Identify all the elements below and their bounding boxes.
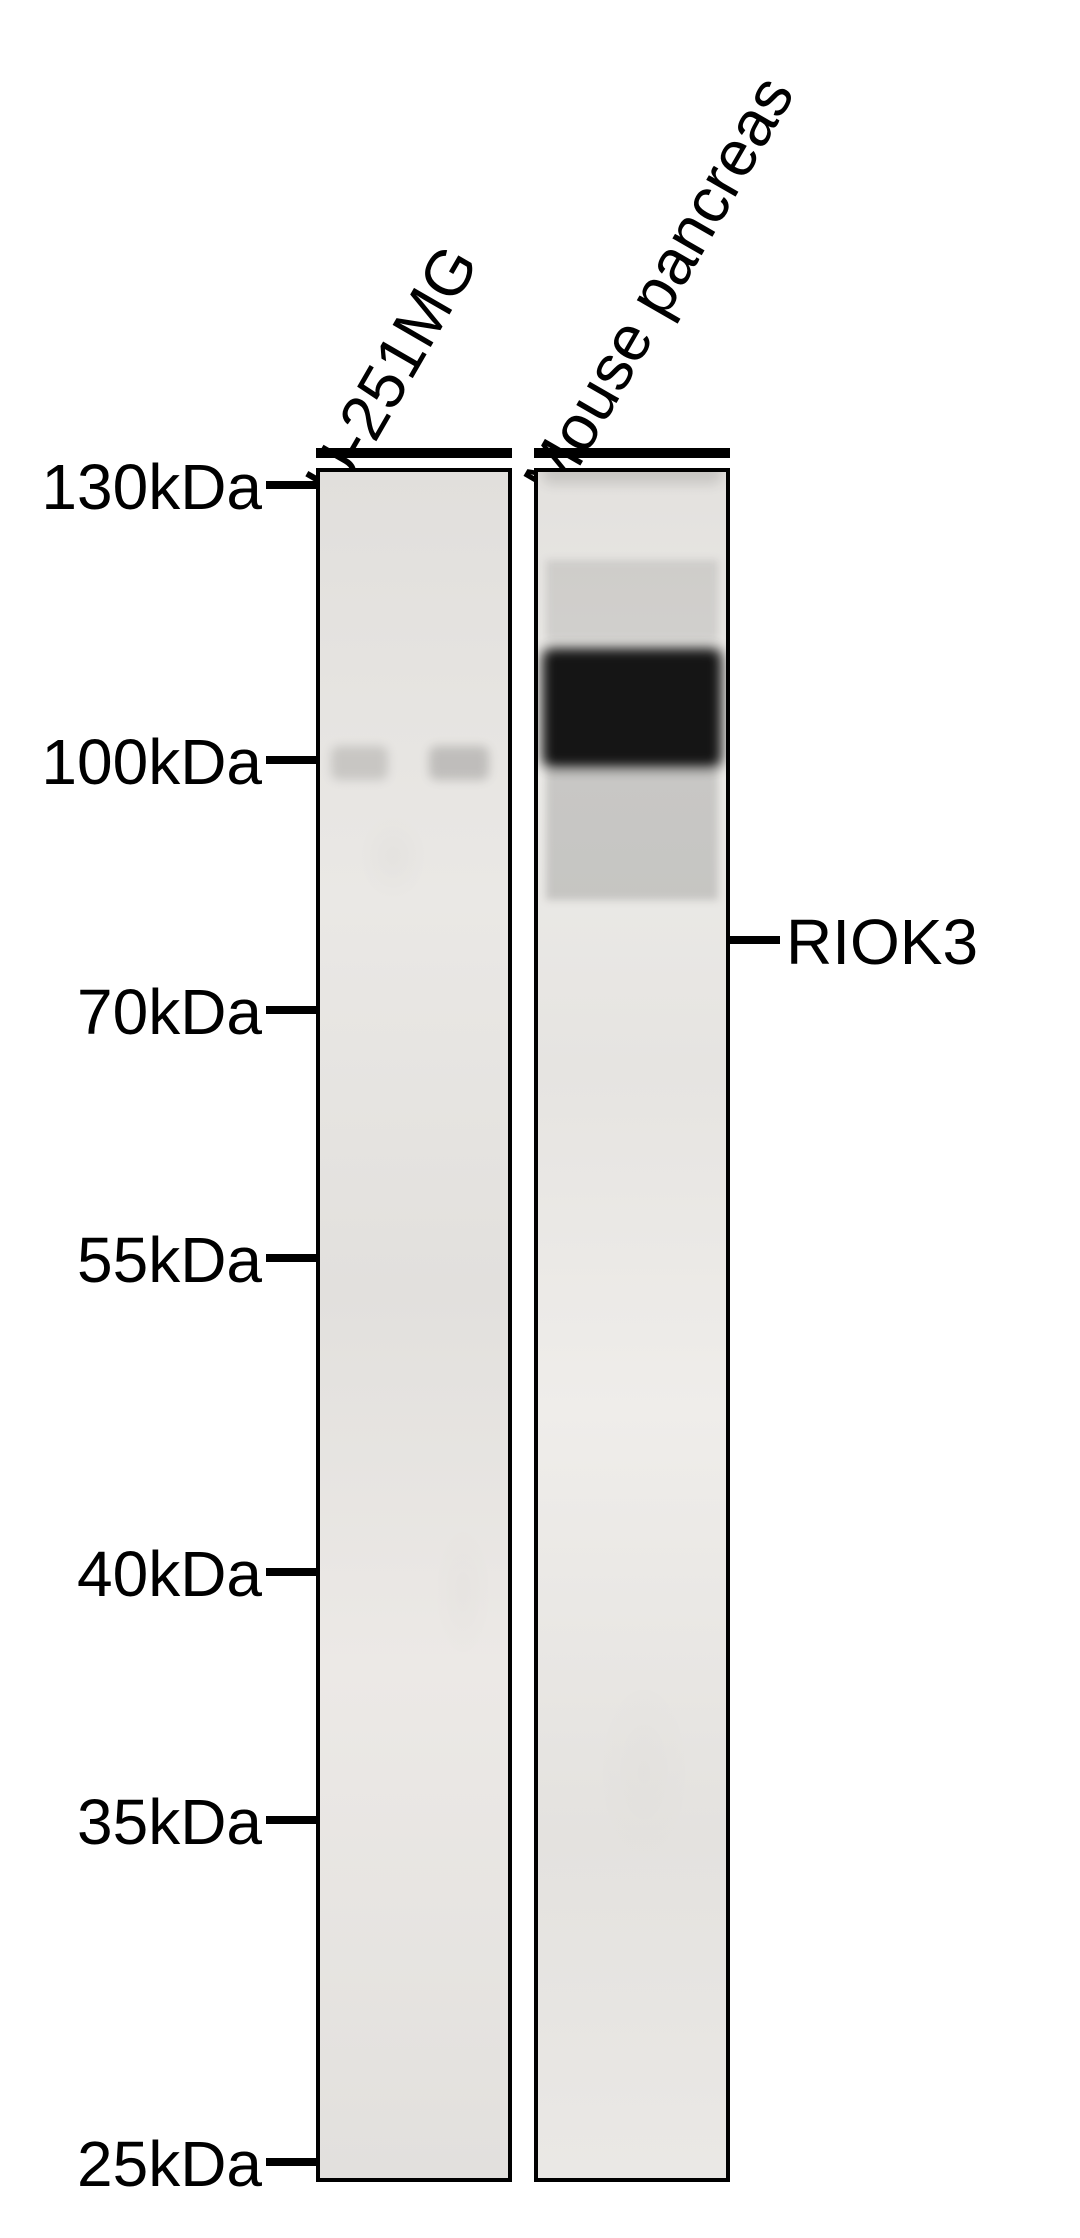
lane1-smudge-1 (358, 812, 428, 902)
lane-u251mg (316, 468, 512, 2182)
mw-tick-130 (266, 481, 316, 489)
western-blot-figure: U-251MG Mouse pancreas 130kDa 100kDa 70k… (0, 0, 1080, 2238)
lane1-band-seg-a (331, 746, 387, 780)
lane2-faint-upper-band (542, 468, 722, 484)
mw-tick-55 (266, 1254, 316, 1262)
target-label: RIOK3 (786, 905, 978, 979)
lane-mouse-pancreas (534, 468, 730, 2182)
lane2-streak-down (546, 560, 718, 640)
lane2-main-band (542, 648, 722, 768)
lane1-bg (320, 472, 508, 2178)
mw-tick-100 (266, 756, 316, 764)
mw-tick-70 (266, 1006, 316, 1014)
lane1-band-seg-b (429, 746, 489, 780)
mw-label-35: 35kDa (77, 1785, 262, 1859)
mw-label-70: 70kDa (77, 975, 262, 1049)
lane1-smudge-2 (433, 1522, 493, 1662)
mw-label-130: 130kDa (41, 450, 262, 524)
mw-label-40: 40kDa (77, 1537, 262, 1611)
lane2-streak-up (546, 770, 718, 900)
mw-label-25: 25kDa (77, 2127, 262, 2201)
target-tick (730, 936, 780, 944)
mw-label-55: 55kDa (77, 1223, 262, 1297)
lane2-smudge-1 (594, 1672, 694, 1872)
mw-tick-40 (266, 1568, 316, 1576)
mw-tick-35 (266, 1816, 316, 1824)
mw-tick-25 (266, 2158, 316, 2166)
mw-label-100: 100kDa (41, 725, 262, 799)
lane2-label: Mouse pancreas (508, 63, 809, 510)
